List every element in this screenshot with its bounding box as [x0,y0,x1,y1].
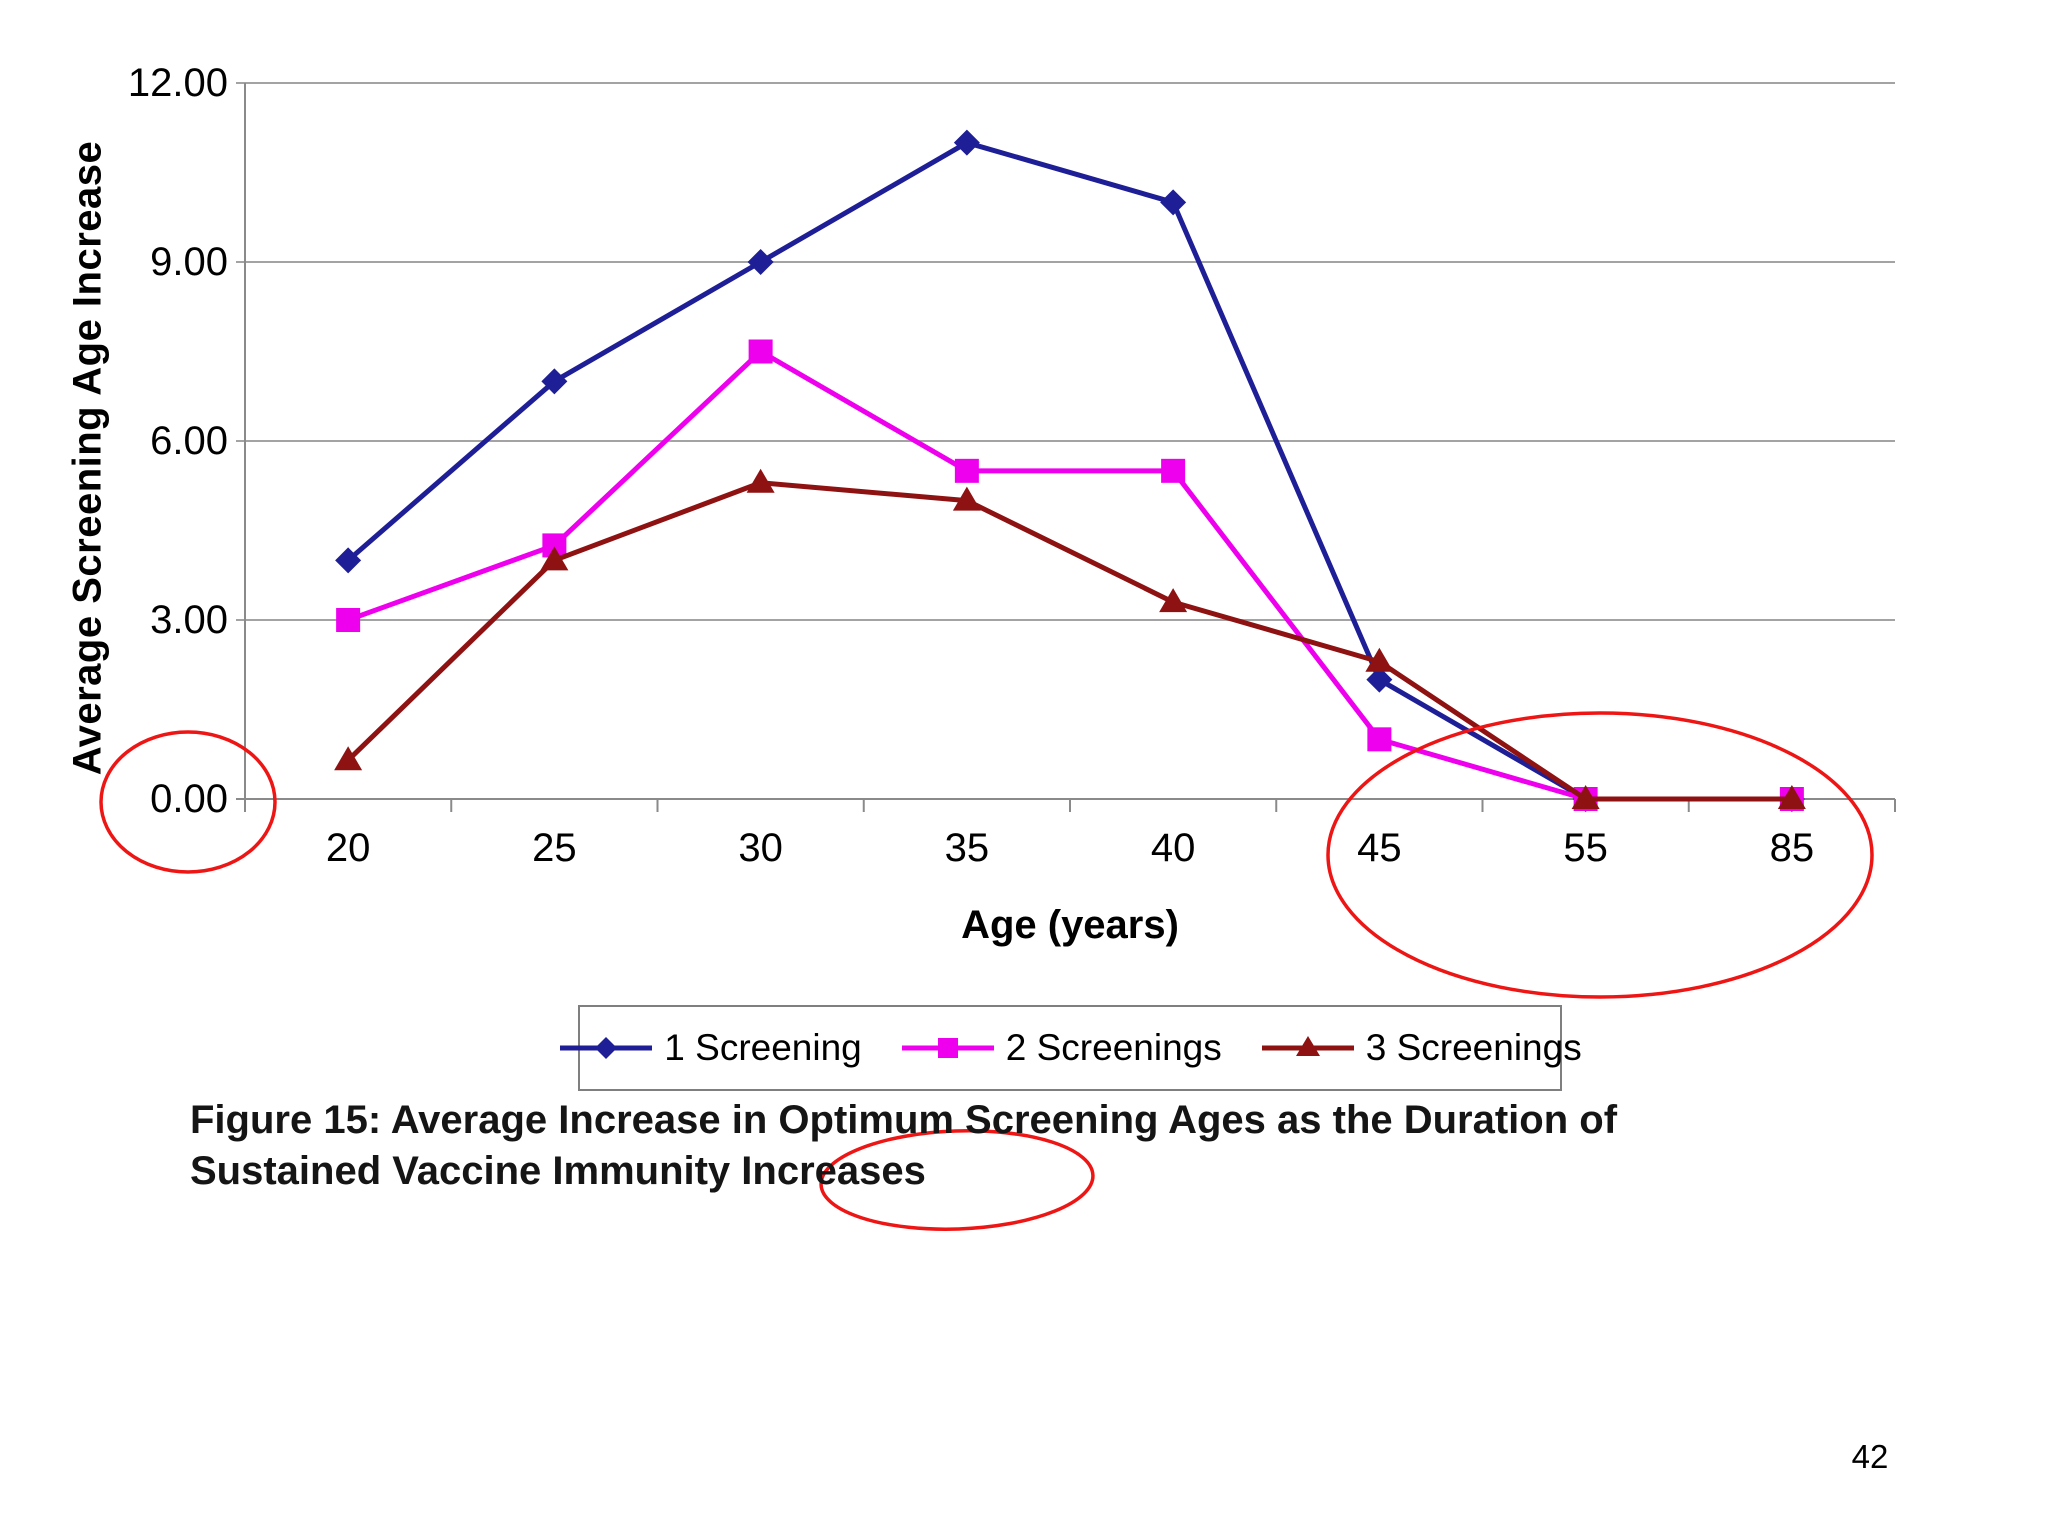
circle-around-ages-45-85 [1326,711,1874,999]
series-2-screenings [336,339,1804,811]
x-tick-label-55: 55 [1563,826,1608,870]
legend-symbol-square-icon [901,1038,994,1058]
y-tick-label-12.00: 12.00 [127,61,228,105]
data-point-marker [747,249,774,275]
y-tick-label-9.00: 9.00 [150,240,228,284]
page-number: 42 [1851,1438,1889,1475]
data-point-marker [953,129,980,156]
x-tick-label-30: 30 [738,826,783,870]
data-point-marker [540,546,569,571]
x-tick-label-85: 85 [1769,826,1815,870]
data-point-marker [334,746,363,771]
legend-item-1-screening: 1 Screening [558,1027,862,1069]
y-tick-label-0.00: 0.00 [150,777,228,821]
legend-symbol-diamond-icon [560,1037,653,1059]
series-3-screenings [334,468,1806,809]
x-tick-label-45: 45 [1357,826,1402,870]
data-point-marker [1365,647,1394,672]
data-point-marker [1367,727,1392,752]
series-line [347,349,1792,802]
legend-item-2-screenings: 2 Screenings [900,1027,1222,1069]
data-point-marker [1777,785,1806,809]
legend-label: 2 Screenings [1005,1027,1222,1068]
data-point-marker [1161,458,1186,483]
legend-label: 3 Screenings [1365,1027,1582,1068]
data-point-marker [937,1038,958,1058]
x-tick-label-40: 40 [1150,826,1196,870]
data-point-marker [748,339,773,364]
data-point-marker [336,608,361,632]
data-point-marker [1159,588,1188,613]
circle-around-word-increases [819,1129,1095,1231]
data-point-marker [746,468,775,493]
legend-item-3-screenings: 3 Screenings [1260,1027,1582,1069]
figure-caption-line2: Sustained Vaccine Immunity Increases [190,1149,926,1193]
y-tick-label-6.00: 6.00 [150,419,228,463]
figure-caption-line1: Figure 15: Average Increase in Optimum S… [190,1098,1618,1142]
x-tick-label-20: 20 [325,826,371,870]
x-tick-label-35: 35 [944,826,990,870]
circle-around-y-axis-zero [99,730,277,874]
data-point-marker [541,368,568,395]
data-point-marker [1160,189,1187,216]
data-point-marker [335,547,362,574]
data-point-marker [595,1037,618,1059]
legend-label: 1 Screening [664,1027,862,1068]
figure-caption: Figure 15: Average Increase in Optimum S… [190,1095,1910,1197]
data-point-marker [1295,1036,1320,1056]
chart-legend: 1 Screening 2 Screenings 3 Screenings [560,1005,1582,1091]
data-point-marker [1571,785,1600,809]
data-point-marker [1366,666,1393,693]
series-line [346,480,1792,802]
data-point-marker [952,486,981,511]
y-tick-label-3.00: 3.00 [150,598,228,642]
data-point-marker [954,458,979,483]
x-axis-title: Age (years) [961,903,1179,947]
x-tick-label-25: 25 [532,826,577,870]
legend-symbol-triangle-icon [1261,1036,1354,1056]
